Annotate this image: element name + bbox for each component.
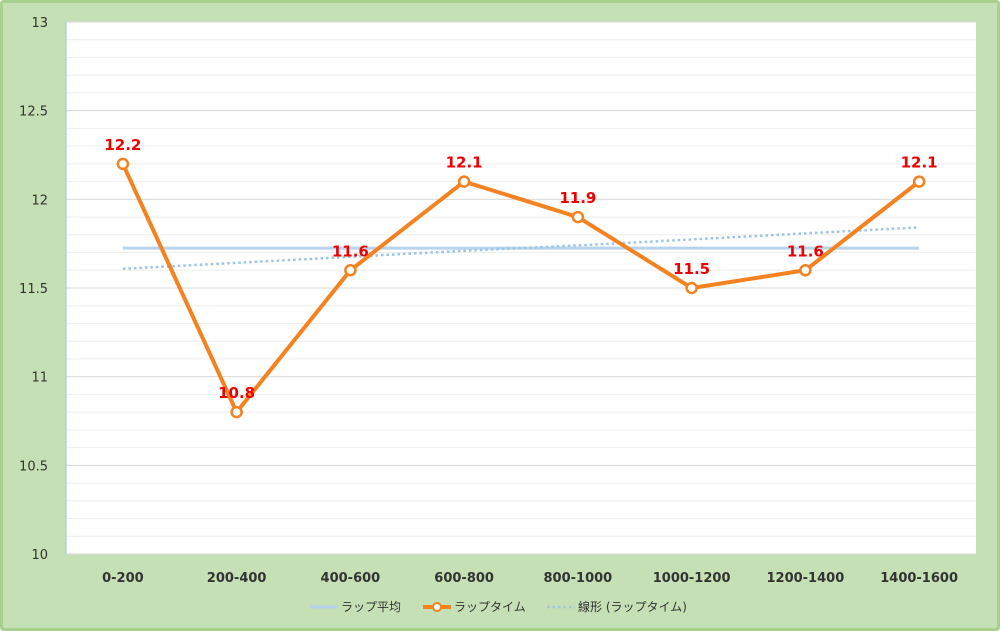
legend-swatch-marker: [432, 602, 442, 612]
legend-label: ラップ平均: [341, 600, 401, 614]
data-label: 12.2: [104, 136, 141, 154]
x-tick-label: 1400-1600: [880, 571, 958, 586]
y-tick-label: 12.5: [19, 105, 48, 120]
x-tick-label: 1200-1400: [766, 571, 844, 586]
y-tick-label: 11.5: [19, 282, 48, 297]
y-axis-ticks: 10 10.5 11 11.5 12 12.5 13: [19, 16, 48, 563]
y-tick-label: 11: [31, 371, 48, 386]
data-labels: 12.2 10.8 11.6 12.1 11.9 11.5 11.6 12.1: [104, 136, 937, 402]
data-point: [116, 157, 130, 171]
x-tick-label: 1000-1200: [653, 571, 731, 586]
data-point: [230, 405, 243, 419]
x-tick-label: 0-200: [102, 571, 144, 586]
data-label: 11.9: [559, 189, 596, 207]
data-point: [344, 264, 357, 277]
legend: ラップ平均 ラップタイム 線形 (ラップタイム): [310, 599, 687, 614]
data-label: 12.1: [446, 154, 483, 172]
legend-label: ラップタイム: [454, 600, 526, 614]
data-label: 11.5: [673, 260, 710, 278]
series-layer: [116, 157, 926, 419]
series-line-laptime: [121, 163, 921, 415]
y-tick-label: 10: [31, 548, 48, 563]
data-point: [799, 264, 812, 277]
data-point: [457, 175, 471, 188]
y-tick-label: 13: [31, 16, 48, 31]
data-label: 11.6: [787, 242, 824, 260]
x-axis-ticks: 0-200 200-400 400-600 600-800 800-1000 1000-1…: [102, 571, 958, 586]
x-tick-label: 400-600: [321, 571, 381, 586]
x-tick-label: 600-800: [434, 571, 494, 586]
series-line-trend: [122, 226, 920, 271]
data-point: [571, 210, 585, 224]
data-label: 12.1: [901, 154, 938, 172]
y-tick-label: 12: [31, 193, 48, 208]
y-tick-label: 10.5: [19, 459, 48, 474]
data-point: [912, 175, 926, 188]
legend-label: 線形 (ラップタイム): [578, 599, 687, 614]
data-label: 11.6: [332, 242, 369, 260]
x-tick-label: 200-400: [207, 571, 267, 586]
data-label: 10.8: [218, 384, 255, 402]
grid-lines: [66, 21, 976, 555]
x-tick-label: 800-1000: [544, 571, 613, 586]
data-point: [685, 281, 698, 295]
